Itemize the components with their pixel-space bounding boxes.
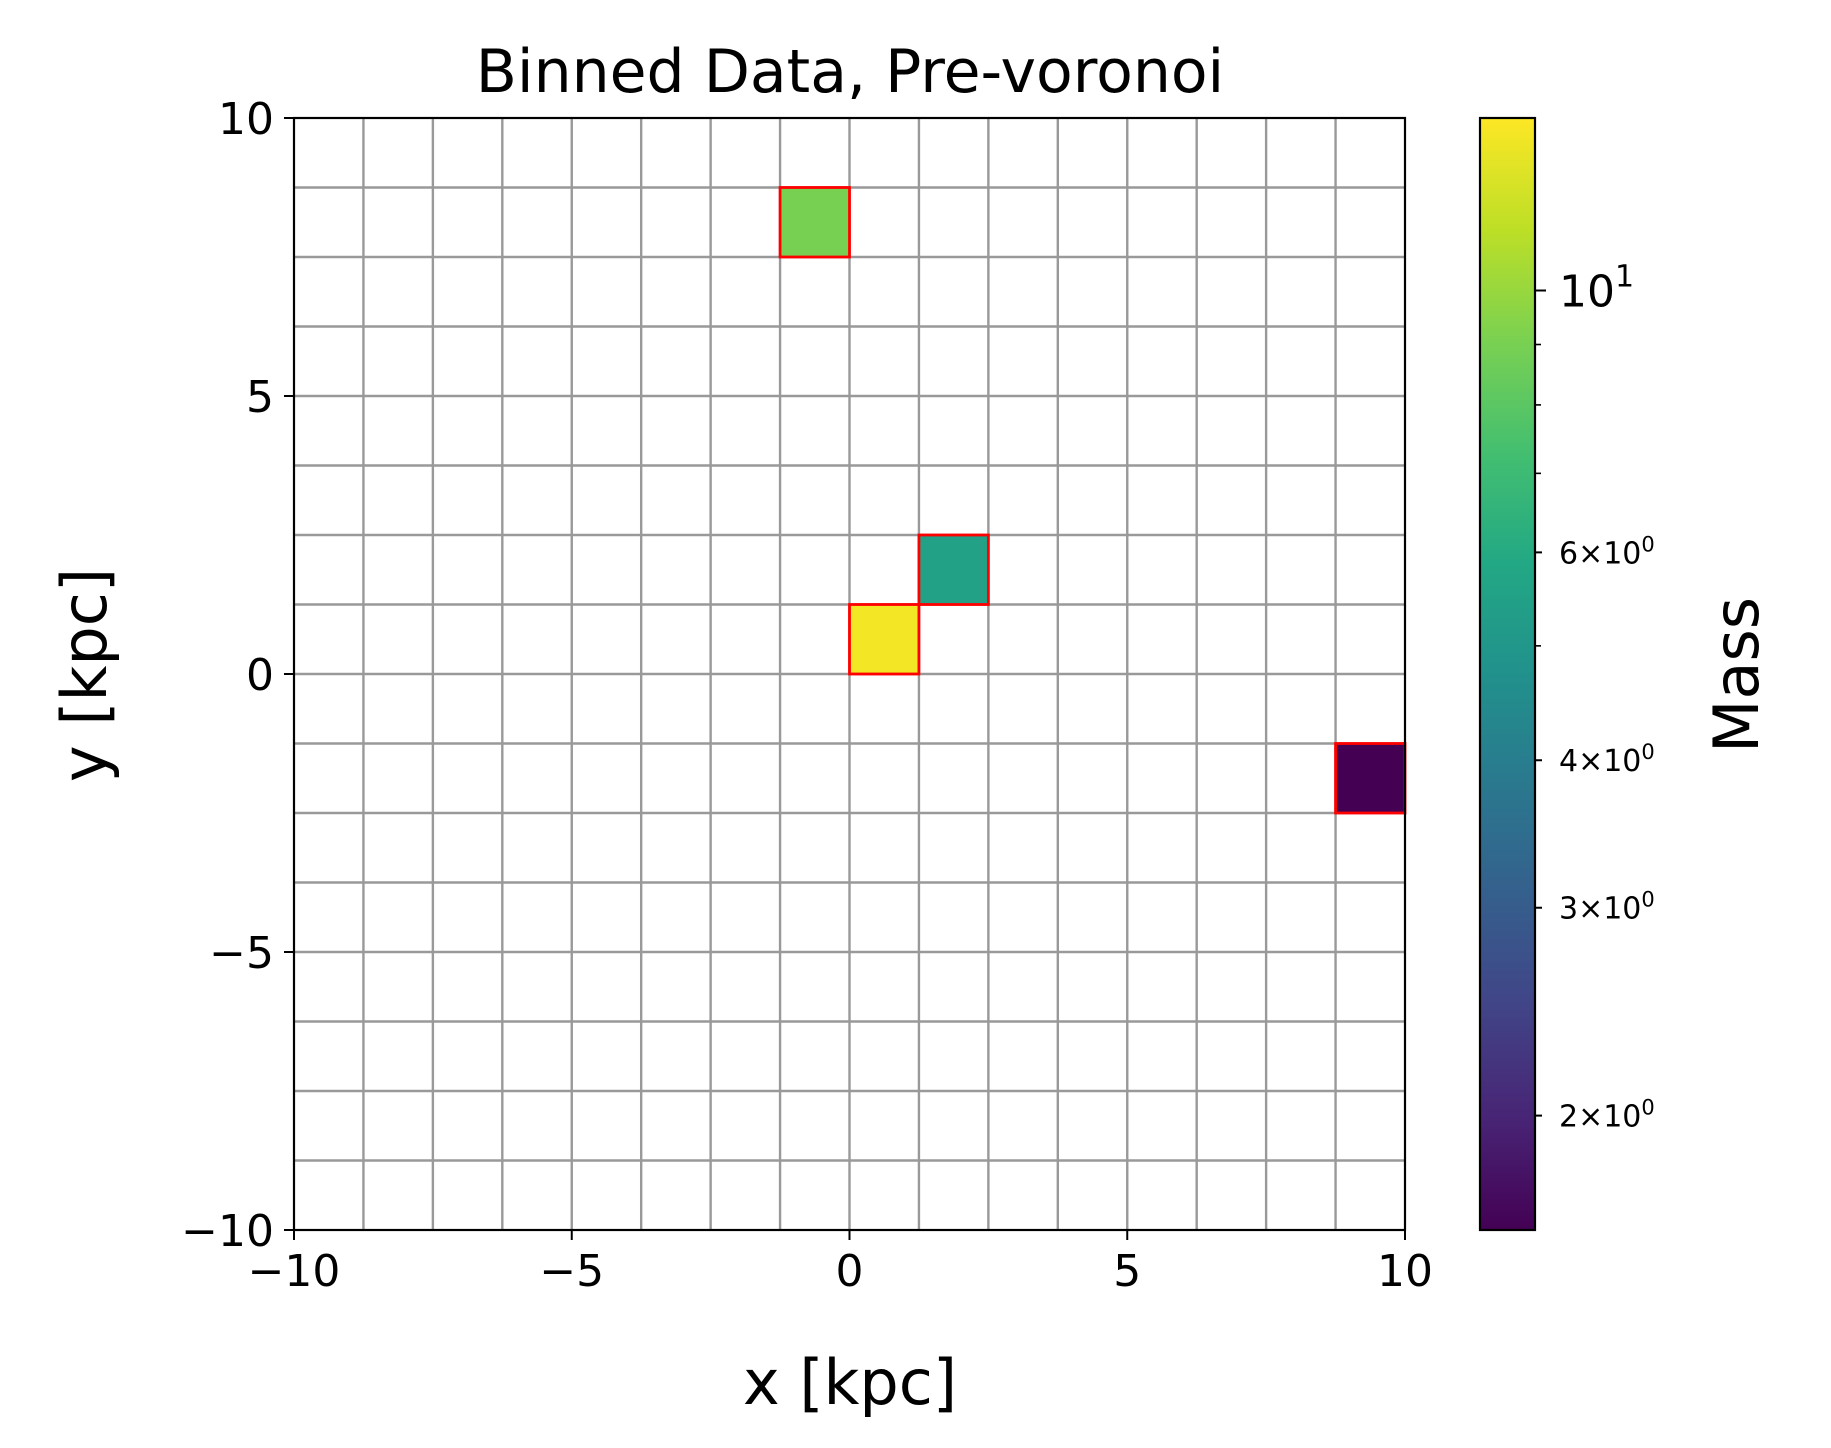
x-tick-label: 5 [1113, 1246, 1141, 1297]
x-tick-label: −10 [248, 1246, 341, 1297]
plot-area: −10 −5 0 5 10 −10 −5 0 5 10 [181, 94, 1433, 1297]
y-tick-label: 0 [246, 650, 274, 701]
colorbar: 101 6×100 4×100 3×100 2×100 [1478, 116, 1655, 1232]
y-axis-label: y [kpc] [48, 568, 121, 782]
x-tick-label: −5 [539, 1246, 604, 1297]
chart-title: Binned Data, Pre-voronoi [476, 37, 1224, 107]
y-tick-label: −10 [181, 1206, 274, 1257]
colorbar-tick-label: 2×100 [1559, 1096, 1655, 1135]
colorbar-gradient [1478, 116, 1537, 1232]
x-axis-label: x [kpc] [743, 1346, 957, 1419]
x-tick-label: 10 [1377, 1246, 1433, 1297]
y-tick-label: 5 [246, 372, 274, 423]
heatmap-cell [1334, 742, 1407, 815]
colorbar-tick-label: 4×100 [1559, 740, 1655, 779]
y-tick-label: −5 [209, 928, 274, 979]
colorbar-tick-label: 3×100 [1559, 888, 1655, 927]
heatmap-cell [917, 533, 990, 606]
heatmap-cell [778, 186, 851, 259]
colorbar-tick-label: 6×100 [1559, 532, 1655, 571]
heatmap-cell [848, 603, 921, 676]
colorbar-label: Mass [1700, 597, 1773, 753]
colorbar-tick-label: 101 [1559, 259, 1634, 317]
y-tick-label: 10 [218, 94, 274, 145]
x-tick-label: 0 [836, 1246, 864, 1297]
